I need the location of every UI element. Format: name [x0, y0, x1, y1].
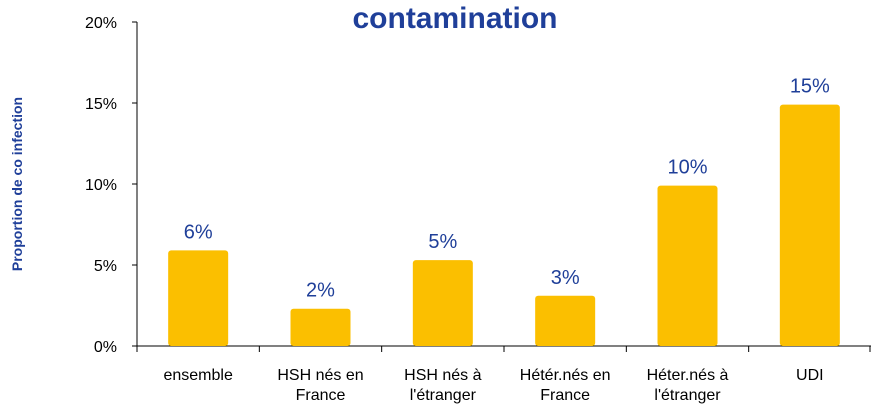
data-label: 5%: [428, 231, 457, 253]
data-label: 2%: [306, 280, 335, 302]
y-axis-label: Proportion de co infection: [9, 97, 25, 271]
data-label: 6%: [184, 221, 213, 243]
x-tick-label: Hétér.nés en France: [519, 367, 611, 404]
data-label: 10%: [667, 157, 707, 179]
x-tick-label: UDI: [796, 367, 824, 384]
data-label: 3%: [551, 267, 580, 289]
bar: [657, 185, 718, 346]
y-tick-label: 5%: [94, 258, 117, 275]
y-tick-label: 10%: [85, 177, 117, 194]
x-tick-label: Héter.nés à l'étranger: [646, 367, 729, 404]
y-tick-label: 20%: [85, 15, 117, 32]
data-label: 15%: [790, 76, 830, 98]
bar: [535, 295, 596, 346]
bar: [779, 104, 840, 347]
x-tick-label: ensemble: [163, 367, 233, 384]
x-tick-label: HSH nés à l'étranger: [404, 367, 482, 404]
chart-title: contamination: [352, 2, 557, 35]
y-tick-label: 15%: [85, 96, 117, 113]
bar: [412, 260, 473, 346]
x-tick-label: HSH nés en France: [277, 367, 364, 404]
y-tick-label: 0%: [94, 339, 117, 356]
bar: [168, 250, 229, 346]
bar: [290, 308, 351, 346]
